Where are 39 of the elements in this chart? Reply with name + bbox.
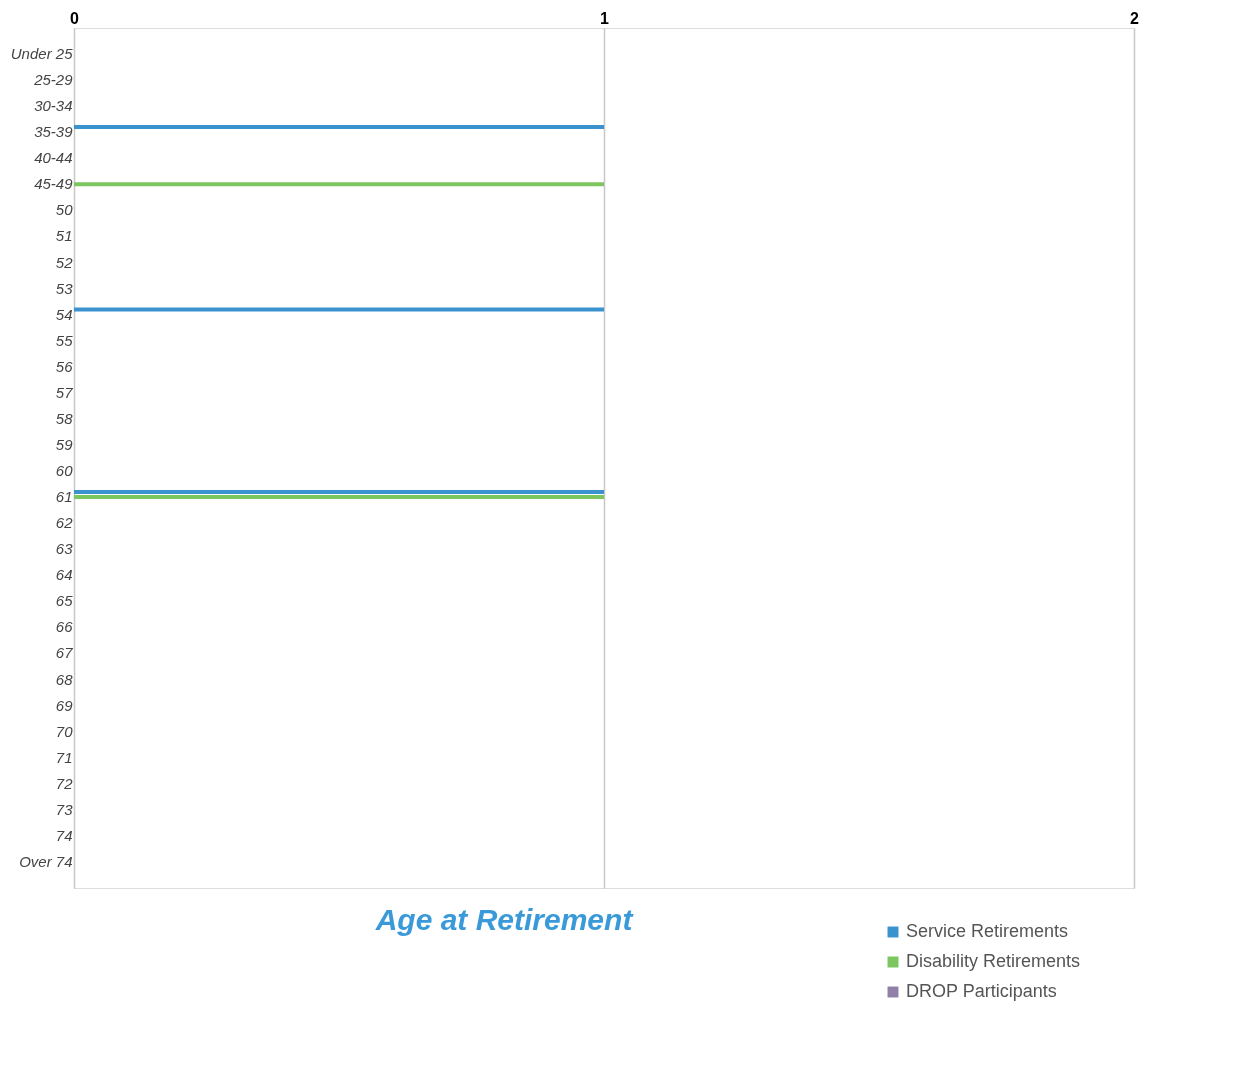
y-tick-label: 52 bbox=[55, 253, 74, 271]
y-tick-label: Under 25 bbox=[10, 45, 74, 63]
y-tick-label: 72 bbox=[55, 774, 74, 792]
y-tick-label: 61 bbox=[55, 488, 73, 506]
y-tick-label: 35-39 bbox=[34, 123, 74, 141]
legend-label: DROP Participants bbox=[906, 981, 1057, 1001]
x-tick-label: 0 bbox=[70, 9, 80, 27]
y-tick-label: 69 bbox=[55, 696, 74, 714]
y-tick-label: 40-44 bbox=[34, 149, 73, 167]
y-tick-label: 60 bbox=[55, 462, 74, 480]
y-tick-label: 51 bbox=[55, 227, 73, 245]
y-tick-label: 45-49 bbox=[34, 175, 74, 193]
y-tick-label: 55 bbox=[55, 331, 74, 349]
y-tick-label: Over 74 bbox=[19, 852, 73, 870]
y-tick-label: 56 bbox=[55, 357, 74, 375]
y-tick-label: 70 bbox=[55, 722, 74, 740]
text: Age at Retirement bbox=[374, 903, 635, 936]
y-tick-label: 25-29 bbox=[33, 71, 74, 89]
y-tick-label: 73 bbox=[55, 800, 74, 818]
y-tick-label: 62 bbox=[55, 514, 74, 532]
y-tick-label: 50 bbox=[55, 201, 74, 219]
y-tick-label: 67 bbox=[55, 644, 74, 662]
x-tick-label: 2 bbox=[1130, 9, 1140, 27]
y-tick-label: 63 bbox=[55, 540, 74, 558]
y-tick-label: 65 bbox=[55, 592, 74, 610]
y-tick-label: 53 bbox=[55, 279, 74, 297]
y-tick-label: 30-34 bbox=[34, 97, 73, 115]
y-tick-label: 59 bbox=[55, 435, 74, 453]
legend-label: Disability Retirements bbox=[906, 951, 1081, 971]
y-tick-label: 66 bbox=[55, 618, 74, 636]
y-tick-label: 57 bbox=[55, 383, 74, 401]
y-tick-label: 71 bbox=[55, 748, 73, 766]
x-tick-label: 1 bbox=[600, 9, 610, 27]
y-tick-label: 68 bbox=[55, 670, 74, 688]
y-tick-label: 64 bbox=[55, 566, 73, 584]
y-tick-label: 58 bbox=[55, 409, 74, 427]
y-tick-label: 74 bbox=[55, 826, 73, 844]
legend-label: Service Retirements bbox=[906, 921, 1069, 941]
y-tick-label: 54 bbox=[55, 305, 73, 323]
